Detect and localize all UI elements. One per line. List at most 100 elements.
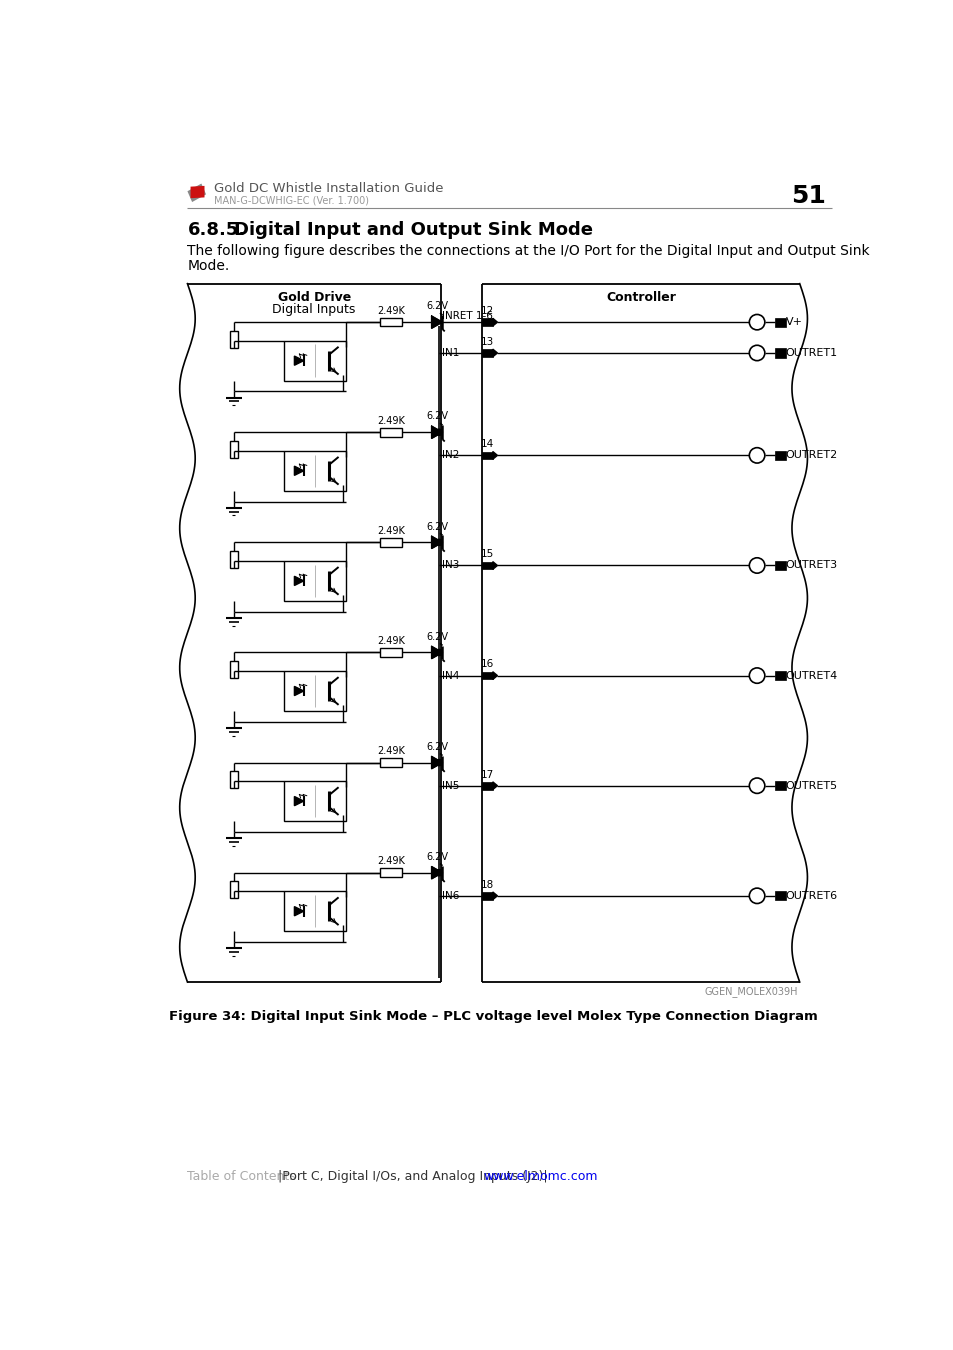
Text: 6.2V: 6.2V [426,521,448,532]
Text: 16: 16 [480,659,494,670]
Polygon shape [294,576,303,586]
Bar [481,672,493,679]
Bar [230,771,237,788]
Bar [481,451,493,459]
Bar [230,551,237,568]
Polygon shape [493,782,497,790]
Circle shape [748,315,764,329]
Bar [230,331,237,347]
Bar [380,759,402,767]
Text: 6.2V: 6.2V [426,852,448,861]
Circle shape [748,778,764,794]
Text: www.elmomc.com: www.elmomc.com [483,1170,598,1184]
Bar [380,319,402,327]
Polygon shape [493,451,497,459]
Text: OUTRET3: OUTRET3 [785,560,837,571]
Bar [481,319,493,325]
Bar [774,348,785,358]
Bar [481,350,493,356]
Polygon shape [294,466,303,475]
Bar [230,662,237,678]
Bar [380,539,402,547]
Circle shape [436,760,442,765]
Circle shape [436,429,442,435]
Bar [774,560,785,570]
Polygon shape [493,319,497,325]
Text: IN2: IN2 [442,451,459,460]
Text: 6.8.5.: 6.8.5. [187,221,246,239]
Bar [284,560,346,601]
Text: The following figure describes the connections at the I/O Port for the Digital I: The following figure describes the conne… [187,244,869,258]
Polygon shape [294,356,303,366]
Bar [481,562,493,570]
Bar [380,428,402,436]
Text: 2.49K: 2.49K [377,416,405,425]
Text: 6.2V: 6.2V [426,632,448,641]
Polygon shape [493,350,497,356]
Text: 18: 18 [480,880,494,890]
Text: OUTRET2: OUTRET2 [785,451,837,460]
Text: OUTRET5: OUTRET5 [785,780,837,791]
Circle shape [436,539,442,545]
Polygon shape [294,796,303,806]
Bar [774,671,785,680]
Bar [774,451,785,460]
Text: 17: 17 [480,769,494,779]
Bar [380,648,402,656]
Text: 6.2V: 6.2V [426,412,448,421]
Text: 2.49K: 2.49K [377,636,405,645]
Text: OUTRET6: OUTRET6 [785,891,837,900]
Text: Controller: Controller [605,292,675,304]
Bar [774,891,785,900]
Text: Gold DC Whistle Installation Guide: Gold DC Whistle Installation Guide [213,182,443,194]
Text: 15: 15 [480,549,494,559]
Text: IN4: IN4 [442,671,459,680]
Polygon shape [431,756,442,768]
Circle shape [748,346,764,360]
Circle shape [748,448,764,463]
Polygon shape [187,184,206,202]
Text: 2.49K: 2.49K [377,856,405,867]
Text: 12: 12 [480,306,494,316]
Text: 6.2V: 6.2V [426,741,448,752]
Text: IN6: IN6 [442,891,459,900]
Text: V+: V+ [785,317,801,327]
Text: IN1: IN1 [442,348,459,358]
Bar [284,891,346,931]
Text: INRET 1-6: INRET 1-6 [442,310,493,320]
Bar [284,451,346,491]
Polygon shape [431,647,442,659]
Polygon shape [431,536,442,548]
Circle shape [748,558,764,574]
Polygon shape [431,867,442,879]
Text: OUTRET1: OUTRET1 [785,348,837,358]
Bar [481,892,493,899]
Bar [774,782,785,790]
Text: 14: 14 [480,439,494,450]
Circle shape [436,869,442,876]
Text: 6.2V: 6.2V [426,301,448,312]
Bar [380,868,402,878]
Circle shape [436,649,442,656]
Polygon shape [294,686,303,695]
Text: 2.49K: 2.49K [377,305,405,316]
Bar [284,340,346,381]
Bar [481,782,493,790]
Polygon shape [191,186,204,198]
Text: Gold Drive: Gold Drive [277,292,351,304]
Text: Figure 34: Digital Input Sink Mode – PLC voltage level Molex Type Connection Dia: Figure 34: Digital Input Sink Mode – PLC… [169,1010,817,1023]
Bar [774,317,785,327]
Text: Table of Contents: Table of Contents [187,1170,295,1184]
Text: GGEN_MOLEX039H: GGEN_MOLEX039H [704,986,798,996]
Polygon shape [493,892,497,899]
Polygon shape [294,907,303,915]
Text: 2.49K: 2.49K [377,747,405,756]
Polygon shape [431,427,442,439]
Text: Mode.: Mode. [187,259,230,273]
Circle shape [748,888,764,903]
Polygon shape [493,562,497,570]
Text: |Port C, Digital I/Os, and Analog Inputs (J2)|: |Port C, Digital I/Os, and Analog Inputs… [278,1170,547,1184]
Bar [230,440,237,458]
Text: Digital Input and Output Sink Mode: Digital Input and Output Sink Mode [233,221,593,239]
Text: 13: 13 [480,336,494,347]
